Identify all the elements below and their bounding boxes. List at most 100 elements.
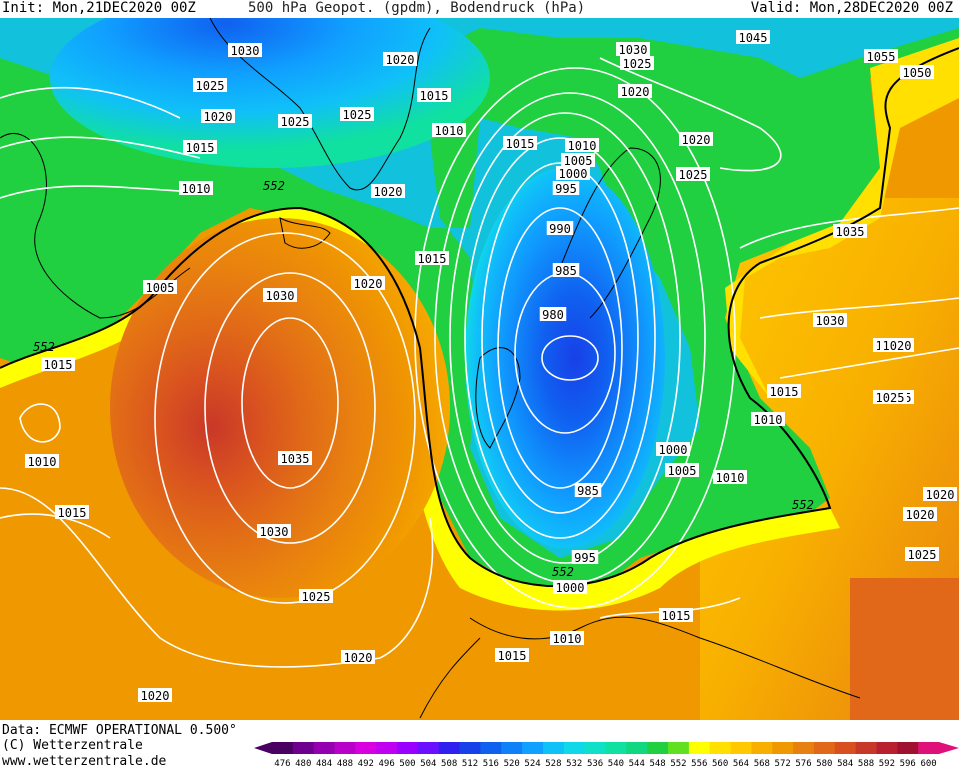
scale-tick-label: 540 (608, 759, 624, 769)
isobar-label: 1015 (417, 88, 451, 103)
isobar-label: 985 (574, 483, 602, 498)
isobar-label: 1035 (833, 224, 867, 239)
north-trough-field (50, 18, 490, 168)
isobar-1010 (414, 67, 736, 609)
isobar-label: 1025 (278, 114, 312, 129)
scale-tick-label: 584 (837, 759, 853, 769)
isobar-label: 990 (546, 221, 574, 236)
scale-tick-label: 496 (379, 759, 395, 769)
data-source: Data: ECMWF OPERATIONAL 0.500° (2, 723, 237, 738)
scale-tick-label: 576 (795, 759, 811, 769)
southeast-warm-field (850, 578, 959, 720)
svg-text:1030: 1030 (260, 525, 289, 539)
scale-tick-label: 556 (691, 759, 707, 769)
isobar-label: 1020 (679, 132, 713, 147)
scale-tick-label: 544 (629, 759, 645, 769)
svg-text:1025: 1025 (623, 57, 652, 71)
isobar-label: 1050 (900, 65, 934, 80)
isobar-label: 1020 (351, 276, 385, 291)
isobar-label: 1020 (903, 507, 937, 522)
svg-text:1000: 1000 (556, 581, 585, 595)
scale-swatch (480, 742, 502, 754)
isobar-label: 1000 (553, 580, 587, 595)
scale-tick-label: 520 (504, 759, 520, 769)
isobar-label: 1010 (179, 181, 213, 196)
svg-text:1055: 1055 (867, 50, 896, 64)
svg-text:995: 995 (574, 551, 596, 565)
color-scale: 476 480 484 488 492 496 500 504 508 512 516 520 524 5… (254, 742, 959, 769)
isobar-label: 1045 (736, 30, 770, 45)
scale-swatch (772, 742, 794, 754)
azores-high-field (110, 218, 450, 598)
scale-swatch (876, 742, 898, 754)
scale-tick-label: 500 (399, 759, 415, 769)
scale-tick-label: 492 (358, 759, 374, 769)
isobar-label: 1030 (257, 524, 291, 539)
svg-text:1020: 1020 (926, 488, 955, 502)
scale-tick-label: 600 (920, 759, 936, 769)
svg-text:1020: 1020 (374, 185, 403, 199)
svg-text:1025: 1025 (876, 391, 905, 405)
svg-text:1050: 1050 (903, 66, 932, 80)
svg-text:1000: 1000 (559, 167, 588, 181)
weather-map: 1030102510201015101010051015101010151020… (0, 18, 959, 720)
scale-swatch (272, 742, 294, 754)
scale-swatch (397, 742, 419, 754)
isobar-label: 1020 (383, 52, 417, 67)
scale-tick-label: 516 (483, 759, 499, 769)
scale-tick-label: 596 (900, 759, 916, 769)
isobar-label: 1030 (263, 288, 297, 303)
scale-swatch (438, 742, 461, 754)
scale-swatch (709, 742, 732, 754)
svg-text:1010: 1010 (182, 182, 211, 196)
copyright: (C) Wetterzentrale (2, 738, 143, 753)
chart-header: Init: Mon,21DEC2020 00Z 500 hPa Geopot. … (0, 0, 959, 18)
svg-text:1015: 1015 (58, 506, 87, 520)
svg-text:1020: 1020 (621, 85, 650, 99)
contour-label: 552 (33, 340, 55, 354)
isobar-label: 1025 (620, 56, 654, 71)
isobar-label: 1020 (923, 487, 957, 502)
isobar-label: 1030 (813, 313, 847, 328)
isobar-label: 1020 (201, 109, 235, 124)
svg-text:1000: 1000 (659, 443, 688, 457)
isobar-1025 (154, 232, 416, 604)
isobar-label: 1025 (905, 547, 939, 562)
iberia-coast (419, 637, 481, 719)
isobar-label: 1010 (432, 123, 466, 138)
isobar-label: 1025 (299, 589, 333, 604)
isobars (0, 57, 959, 668)
svg-text:1030: 1030 (619, 43, 648, 57)
svg-text:1020: 1020 (344, 651, 373, 665)
svg-text:1010: 1010 (28, 455, 57, 469)
isobar-label: 1015 (55, 505, 89, 520)
svg-text:1025: 1025 (343, 108, 372, 122)
svg-text:1025: 1025 (281, 115, 310, 129)
valid-time: Valid: Mon,28DEC2020 00Z (750, 0, 953, 16)
isobar-label: 1030 (228, 43, 262, 58)
scale-tick-label: 488 (337, 759, 353, 769)
svg-text:985: 985 (577, 484, 599, 498)
scale-left-arrow (254, 742, 272, 754)
svg-text:1020: 1020 (906, 508, 935, 522)
isobar-label: 1005 (665, 463, 699, 478)
svg-text:1025: 1025 (302, 590, 331, 604)
isobar-1010-nw (0, 185, 211, 199)
isobar-1020-north (599, 57, 782, 172)
isobar-label: 1015 (767, 384, 801, 399)
svg-text:1005: 1005 (146, 281, 175, 295)
isobar-1035-east (739, 207, 959, 249)
isobar-1030-east (759, 297, 959, 319)
isobar-995 (464, 137, 656, 539)
isobar-label: 1005 (143, 280, 177, 295)
scale-tick-label: 572 (775, 759, 791, 769)
greenland-coast (209, 18, 431, 191)
isobar-label: 1015 (503, 136, 537, 151)
svg-text:1025: 1025 (908, 548, 937, 562)
isobar-label: 1015 (183, 140, 217, 155)
isobar-label: 1010 (713, 470, 747, 485)
scale-tick-label: 552 (670, 759, 686, 769)
scale-swatch (334, 742, 356, 754)
isobar-label: 995 (552, 181, 580, 196)
scale-swatch (417, 742, 440, 754)
